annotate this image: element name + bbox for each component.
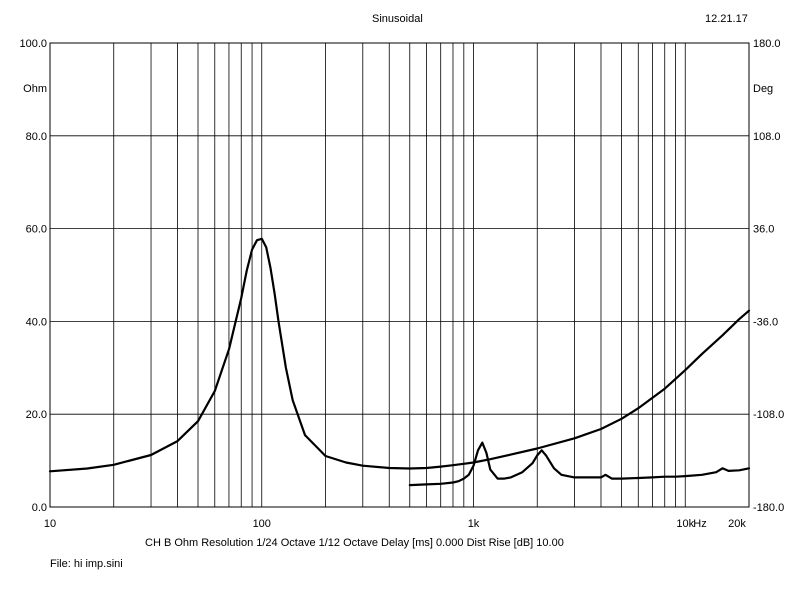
y-tick-label-left: 0.0 xyxy=(32,502,47,514)
x-axis-unit-label: Hz xyxy=(693,518,706,530)
x-tick-label: 1k xyxy=(468,518,480,530)
y-tick-label-right: -180.0 xyxy=(753,502,784,514)
y-tick-label-left: 100.0 xyxy=(19,38,47,50)
file-name: File: hi imp.sini xyxy=(50,558,123,570)
x-tick-label: 10 xyxy=(44,518,56,530)
y-tick-label-right: -108.0 xyxy=(753,409,784,421)
y-axis-label-left: Ohm xyxy=(23,83,47,95)
impedance-curve xyxy=(48,237,751,473)
plot-frame xyxy=(49,42,750,508)
y-tick-label-left: 80.0 xyxy=(26,131,47,143)
y-tick-label-right: 36.0 xyxy=(753,224,774,236)
measurement-settings: CH B Ohm Resolution 1/24 Octave 1/12 Oct… xyxy=(145,537,564,549)
x-tick-label: 20k xyxy=(728,518,746,530)
y-tick-label-left: 40.0 xyxy=(26,316,47,328)
y-tick-label-left: 60.0 xyxy=(26,224,47,236)
x-tick-label: 10k xyxy=(676,518,694,530)
y-tick-label-left: 20.0 xyxy=(26,409,47,421)
x-tick-label: 100 xyxy=(253,518,271,530)
y-tick-label-right: 180.0 xyxy=(753,38,781,50)
chart-title: Sinusoidal xyxy=(372,13,423,25)
phase-curve xyxy=(408,441,751,487)
y-tick-label-right: -36.0 xyxy=(753,316,778,328)
chart-date: 12.21.17 xyxy=(705,13,748,25)
y-tick-label-right: 108.0 xyxy=(753,131,781,143)
y-axis-label-right: Deg xyxy=(753,83,773,95)
